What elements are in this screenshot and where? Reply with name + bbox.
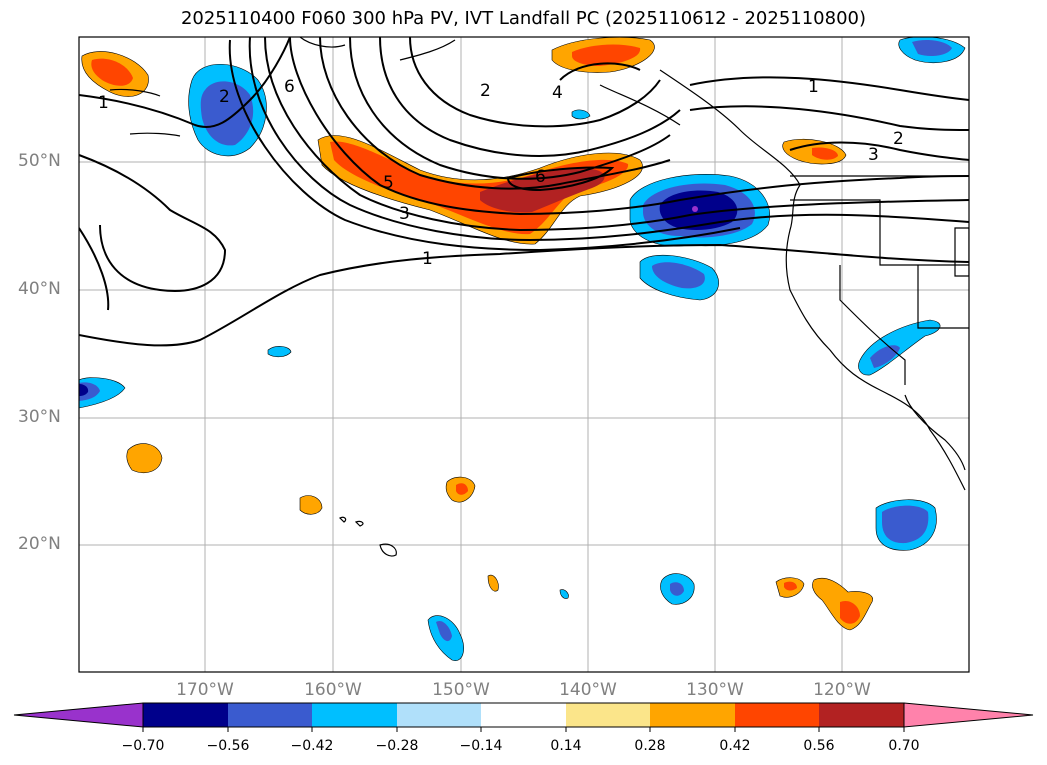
- negative-feature-small: [79, 37, 966, 661]
- lon-label: 150°W: [432, 680, 490, 700]
- contour-label: 1: [808, 77, 819, 97]
- lon-label: 120°W: [813, 680, 871, 700]
- pv-contours: [79, 37, 969, 347]
- colorbar-tick-label: 0.70: [888, 738, 920, 754]
- colorbar-tick-label: −0.70: [121, 738, 165, 754]
- lon-label: 130°W: [686, 680, 744, 700]
- contour-label: 3: [399, 204, 410, 224]
- contour-label: 5: [383, 173, 394, 193]
- lon-label: 160°W: [304, 680, 362, 700]
- positive-feature-small: [126, 443, 873, 631]
- colorbar-tick-label: 0.14: [550, 738, 582, 754]
- colorbar-tick-label: 0.56: [803, 738, 835, 754]
- coastlines: [109, 37, 969, 557]
- contour-label: 1: [98, 93, 109, 113]
- positive-feature-alaska: [551, 37, 655, 73]
- contour-label: 2: [893, 129, 904, 149]
- contour-label: 1: [422, 249, 433, 269]
- contour-label: 4: [552, 83, 563, 103]
- map-frame: [78, 36, 970, 673]
- lon-label: 140°W: [559, 680, 617, 700]
- lon-label: 170°W: [176, 680, 234, 700]
- contour-label: 6: [284, 77, 295, 97]
- positive-feature-nw: [81, 51, 149, 97]
- gridlines: [79, 37, 969, 672]
- lat-label: 50°N: [18, 151, 61, 171]
- colorbar-tick-label: 0.28: [634, 738, 666, 754]
- negative-feature-gulf-alaska: [188, 63, 267, 157]
- contour-labels: 1 2 6 2 4 1 2 3 5 6 3 1: [98, 77, 904, 269]
- colorbar: [13, 702, 1034, 732]
- contour-label: 2: [480, 81, 491, 101]
- lat-label: 30°N: [18, 407, 61, 427]
- map-title: 2025110400 F060 300 hPa PV, IVT Landfall…: [180, 8, 867, 29]
- colorbar-tick-label: −0.14: [459, 738, 503, 754]
- contour-label: 3: [868, 145, 879, 165]
- colorbar-tick-label: −0.28: [375, 738, 419, 754]
- map-panel: [79, 37, 969, 672]
- colorbar-tick-label: −0.56: [206, 738, 250, 754]
- positive-feature-bc: [782, 139, 847, 165]
- colorbar-tick-label: −0.42: [290, 738, 334, 754]
- lat-label: 20°N: [18, 534, 61, 554]
- contour-label: 6: [535, 167, 546, 187]
- colorbar-tick-label: 0.42: [719, 738, 751, 754]
- lat-label: 40°N: [18, 279, 61, 299]
- contour-label: 2: [219, 87, 230, 107]
- negative-feature-pnw: [629, 173, 770, 301]
